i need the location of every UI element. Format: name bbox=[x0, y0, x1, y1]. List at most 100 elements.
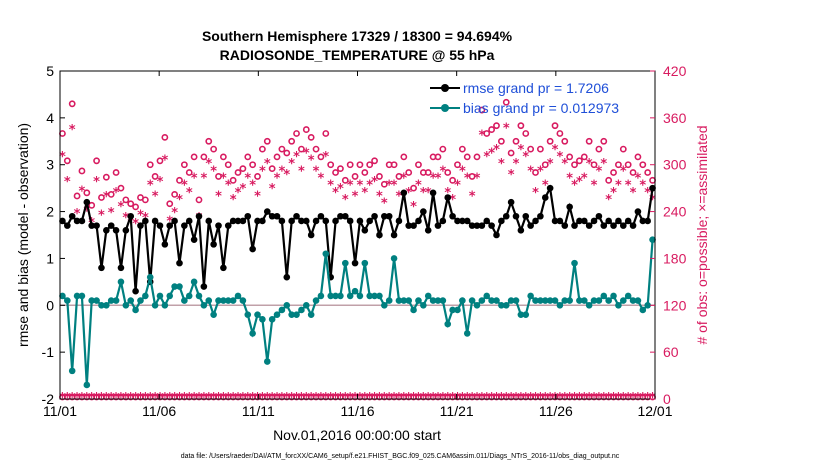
rmse-point bbox=[73, 217, 81, 225]
bias-point bbox=[566, 297, 573, 304]
rmse-point bbox=[527, 222, 534, 229]
obs-possible-point bbox=[205, 137, 213, 145]
bias-point bbox=[137, 297, 144, 304]
rmse-point bbox=[78, 217, 86, 225]
obs-possible-point bbox=[463, 153, 471, 161]
bias-point bbox=[112, 297, 120, 304]
obs-assimilated-point: * bbox=[69, 123, 76, 138]
obs-possible-point bbox=[512, 137, 520, 145]
bias-point bbox=[493, 297, 500, 304]
bias-point bbox=[395, 297, 403, 304]
obs-possible-point bbox=[458, 145, 466, 153]
obs-assimilated-point: * bbox=[249, 179, 256, 194]
bias-point bbox=[546, 297, 554, 304]
rmse-point bbox=[644, 217, 651, 225]
bias-point bbox=[83, 381, 91, 389]
obs-possible-point bbox=[229, 176, 237, 184]
obs-assimilated-point: * bbox=[220, 171, 227, 186]
obs-possible-point bbox=[63, 157, 71, 165]
bias-point bbox=[551, 297, 559, 304]
obs-possible-point bbox=[166, 200, 174, 208]
obs-possible-point bbox=[102, 173, 110, 181]
obs-assimilated-point: * bbox=[79, 184, 86, 199]
rmse-point bbox=[517, 227, 525, 234]
obs-possible-point bbox=[293, 130, 300, 137]
rmse-point bbox=[595, 212, 603, 220]
rmse-point bbox=[424, 227, 432, 234]
obs-assimilated-point: * bbox=[161, 154, 168, 169]
obs-assimilated-point: * bbox=[464, 171, 471, 186]
obs-possible-point bbox=[341, 176, 349, 184]
bias-point bbox=[429, 297, 437, 304]
obs-possible-point bbox=[400, 153, 408, 161]
obs-possible-point bbox=[561, 137, 569, 145]
rmse-point bbox=[132, 287, 139, 295]
obs-assimilated-point: * bbox=[508, 168, 515, 183]
bias-point bbox=[537, 297, 544, 304]
obs-assimilated-point: * bbox=[103, 190, 110, 205]
x-tick-label: 12/01 bbox=[637, 403, 672, 419]
bias-point bbox=[512, 297, 520, 304]
bias-point bbox=[337, 292, 344, 300]
rmse-point bbox=[88, 222, 96, 229]
obs-possible-point bbox=[590, 161, 598, 169]
bias-point bbox=[185, 292, 193, 300]
rmse-point bbox=[449, 212, 456, 220]
bias-point bbox=[634, 297, 642, 304]
obs-possible-point bbox=[176, 176, 183, 184]
obs-assimilated-point: * bbox=[469, 189, 476, 204]
bias-point bbox=[390, 255, 398, 262]
obs-possible-point bbox=[298, 145, 305, 153]
rmse-point bbox=[200, 283, 208, 290]
chart-title: Southern Hemisphere 17329 / 18300 = 94.6… bbox=[202, 28, 513, 44]
obs-assimilated-point: * bbox=[542, 179, 549, 194]
obs-possible-point bbox=[288, 137, 296, 145]
rmse-point bbox=[117, 264, 125, 272]
obs-possible-point bbox=[585, 137, 593, 145]
obs-possible-point bbox=[146, 161, 154, 169]
bias-point bbox=[73, 292, 81, 300]
rmse-point bbox=[522, 212, 530, 220]
obs-assimilated-point: * bbox=[483, 150, 490, 165]
bias-point bbox=[415, 297, 422, 304]
obs-possible-point bbox=[337, 165, 344, 173]
bias-point bbox=[205, 297, 213, 304]
obs-possible-point bbox=[234, 169, 242, 176]
rmse-point bbox=[224, 222, 232, 229]
rmse-point bbox=[59, 217, 66, 225]
obs-assimilated-point: * bbox=[230, 193, 237, 208]
obs-assimilated-point: * bbox=[352, 189, 359, 204]
obs-assimilated-point: * bbox=[444, 186, 451, 201]
rmse-point bbox=[64, 222, 71, 229]
bias-point bbox=[117, 278, 125, 286]
bias-point bbox=[420, 301, 427, 309]
bias-point bbox=[220, 297, 227, 304]
obs-possible-point bbox=[117, 184, 125, 192]
obs-assimilated-point: * bbox=[493, 143, 500, 158]
rmse-point bbox=[415, 217, 422, 225]
obs-possible-point bbox=[312, 145, 320, 153]
bias-point bbox=[507, 297, 515, 304]
rmse-point bbox=[405, 222, 413, 229]
obs-assimilated-point: * bbox=[303, 146, 310, 161]
bias-point bbox=[556, 301, 564, 309]
obs-assimilated-point: * bbox=[527, 164, 534, 179]
obs-possible-point bbox=[536, 145, 544, 153]
x-tick-label: 11/26 bbox=[539, 403, 573, 419]
rmse-point bbox=[483, 217, 491, 225]
y2-tick-label: 360 bbox=[663, 110, 687, 126]
obs-possible-point bbox=[283, 149, 291, 157]
obs-assimilated-point: * bbox=[74, 207, 81, 222]
rmse-point bbox=[556, 217, 564, 225]
bias-point bbox=[278, 306, 286, 314]
bias-point bbox=[234, 292, 242, 300]
obs-possible-point bbox=[249, 161, 257, 169]
obs-assimilated-point: * bbox=[171, 206, 178, 221]
obs-assimilated-point: * bbox=[98, 209, 105, 224]
rmse-point bbox=[103, 227, 110, 234]
rmse-point bbox=[502, 212, 510, 220]
bias-point bbox=[454, 306, 461, 314]
rmse-point bbox=[454, 217, 461, 225]
y-tick-label: 2 bbox=[46, 204, 54, 220]
